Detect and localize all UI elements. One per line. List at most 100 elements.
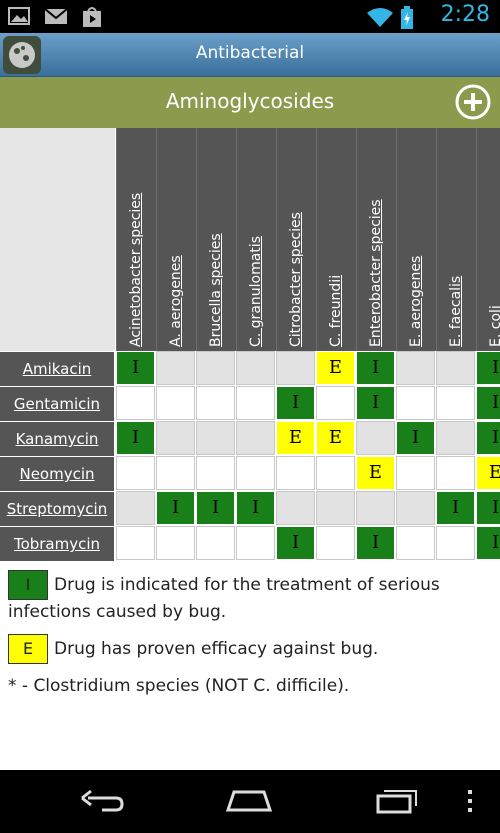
table-cell[interactable]: I: [156, 491, 195, 525]
table-cell[interactable]: I: [276, 526, 315, 560]
column-header[interactable]: E. coli: [476, 128, 500, 351]
drug-bug-table: Acinetobacter species A. aerogenes Brucell…: [0, 128, 500, 562]
table-cell[interactable]: [156, 456, 195, 490]
column-header[interactable]: E. aerogenes: [396, 128, 437, 351]
column-header[interactable]: C. freundii: [316, 128, 357, 351]
table-cell[interactable]: I: [476, 421, 500, 455]
table-cell[interactable]: I: [436, 491, 475, 525]
table-cell[interactable]: [316, 386, 355, 420]
app-title-bar: Antibacterial: [0, 33, 500, 77]
column-header-label: E. faecalis: [448, 275, 464, 347]
table-cell[interactable]: [316, 456, 355, 490]
table-cell[interactable]: [116, 491, 155, 525]
status-bar: 2:28: [0, 0, 500, 33]
table-cell[interactable]: [196, 386, 235, 420]
column-header[interactable]: Citrobacter species: [276, 128, 317, 351]
column-header[interactable]: Enterobacter species: [356, 128, 397, 351]
row-header-drug[interactable]: Tobramycin: [0, 526, 114, 561]
table-cell[interactable]: I: [476, 526, 500, 560]
table-cell[interactable]: [276, 491, 315, 525]
table-cell[interactable]: [396, 386, 435, 420]
table-cell[interactable]: [276, 351, 315, 385]
table-cell[interactable]: [236, 421, 275, 455]
table-cell[interactable]: [196, 456, 235, 490]
table-cell[interactable]: E: [276, 421, 315, 455]
back-icon[interactable]: [78, 786, 128, 816]
table-cell[interactable]: I: [476, 351, 500, 385]
table-cell[interactable]: I: [476, 386, 500, 420]
table-cell[interactable]: [356, 491, 395, 525]
row-header-drug[interactable]: Kanamycin: [0, 421, 114, 456]
table-cell[interactable]: [196, 526, 235, 560]
table-cell[interactable]: [156, 421, 195, 455]
table-cell[interactable]: [276, 456, 315, 490]
table-cell[interactable]: I: [116, 421, 155, 455]
table-cell[interactable]: I: [356, 386, 395, 420]
column-header-label: E. coli: [488, 305, 500, 347]
recent-apps-icon[interactable]: [372, 786, 422, 816]
indicated-swatch: I: [8, 570, 48, 600]
add-icon[interactable]: [455, 84, 491, 120]
row-header-drug[interactable]: Neomycin: [0, 456, 114, 491]
app-logo-icon[interactable]: [3, 36, 41, 74]
column-header[interactable]: Brucella species: [196, 128, 237, 351]
column-header-label: E. aerogenes: [408, 255, 424, 347]
table-cell[interactable]: E: [316, 351, 355, 385]
table-cell[interactable]: I: [476, 491, 500, 525]
gmail-icon: [44, 8, 68, 24]
row-header-drug[interactable]: Amikacin: [0, 351, 114, 386]
table-cell[interactable]: [156, 526, 195, 560]
table-cell[interactable]: [116, 386, 155, 420]
indicated-text-line1: Drug is indicated for the treatment of s…: [54, 575, 440, 595]
table-cell[interactable]: [396, 351, 435, 385]
table-cell[interactable]: [116, 456, 155, 490]
section-header: Aminoglycosides: [0, 77, 500, 128]
legend: I Drug is indicated for the treatment of …: [0, 562, 500, 770]
battery-charging-icon: [401, 6, 413, 29]
column-header[interactable]: Acinetobacter species: [116, 128, 157, 351]
table-cell[interactable]: [436, 456, 475, 490]
table-corner: [0, 128, 115, 351]
table-cell[interactable]: I: [396, 421, 435, 455]
row-header-drug[interactable]: Streptomycin: [0, 491, 114, 526]
table-cell[interactable]: [156, 386, 195, 420]
table-cell[interactable]: E: [476, 456, 500, 490]
table-cell[interactable]: I: [276, 386, 315, 420]
table-cell[interactable]: I: [116, 351, 155, 385]
table-cell[interactable]: [196, 351, 235, 385]
menu-icon[interactable]: [460, 786, 480, 816]
table-cell[interactable]: I: [356, 526, 395, 560]
table-cell[interactable]: [236, 351, 275, 385]
column-header-label: Enterobacter species: [368, 199, 384, 347]
table-cell[interactable]: E: [356, 456, 395, 490]
table-cell[interactable]: [316, 491, 355, 525]
row-header-drug[interactable]: Gentamicin: [0, 386, 114, 421]
table-cell[interactable]: [236, 526, 275, 560]
table-cell[interactable]: [396, 491, 435, 525]
table-cell[interactable]: [396, 456, 435, 490]
navigation-bar: [0, 770, 500, 833]
column-header[interactable]: E. faecalis: [436, 128, 477, 351]
table-cell[interactable]: [356, 421, 395, 455]
home-icon[interactable]: [224, 786, 274, 816]
wifi-icon: [367, 8, 393, 27]
column-header[interactable]: C. granulomatis: [236, 128, 277, 351]
table-cell[interactable]: [156, 351, 195, 385]
efficacy-swatch: E: [8, 634, 48, 664]
table-cell[interactable]: [316, 526, 355, 560]
section-title: Aminoglycosides: [165, 89, 335, 113]
table-cell[interactable]: [116, 526, 155, 560]
table-cell[interactable]: I: [356, 351, 395, 385]
table-cell[interactable]: [236, 456, 275, 490]
table-cell[interactable]: I: [196, 491, 235, 525]
table-cell[interactable]: [436, 351, 475, 385]
table-cell[interactable]: [436, 386, 475, 420]
table-cell[interactable]: [196, 421, 235, 455]
table-cell[interactable]: [436, 421, 475, 455]
table-cell[interactable]: [396, 526, 435, 560]
table-cell[interactable]: [436, 526, 475, 560]
table-cell[interactable]: [236, 386, 275, 420]
table-cell[interactable]: E: [316, 421, 355, 455]
column-header[interactable]: A. aerogenes: [156, 128, 197, 351]
table-cell[interactable]: I: [236, 491, 275, 525]
